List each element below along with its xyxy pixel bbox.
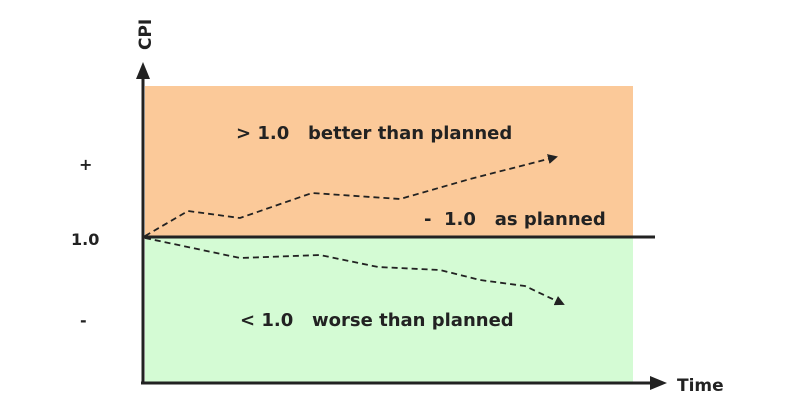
lower-trend-line [144, 237, 565, 306]
plus-label: + [79, 155, 92, 174]
y-axis-arrow-icon [136, 62, 150, 79]
x-axis-label: Time [677, 376, 724, 396]
better-zone-label: > 1.0 better than planned [236, 123, 512, 144]
baseline-value-label: 1.0 [71, 230, 99, 249]
y-axis-label: CPI [136, 19, 156, 50]
minus-label: - [80, 311, 87, 330]
worse-zone-label: < 1.0 worse than planned [240, 310, 514, 331]
x-axis-arrow-icon [650, 376, 667, 390]
baseline-zone-label: - 1.0 as planned [424, 209, 606, 230]
worse-zone [145, 237, 633, 383]
